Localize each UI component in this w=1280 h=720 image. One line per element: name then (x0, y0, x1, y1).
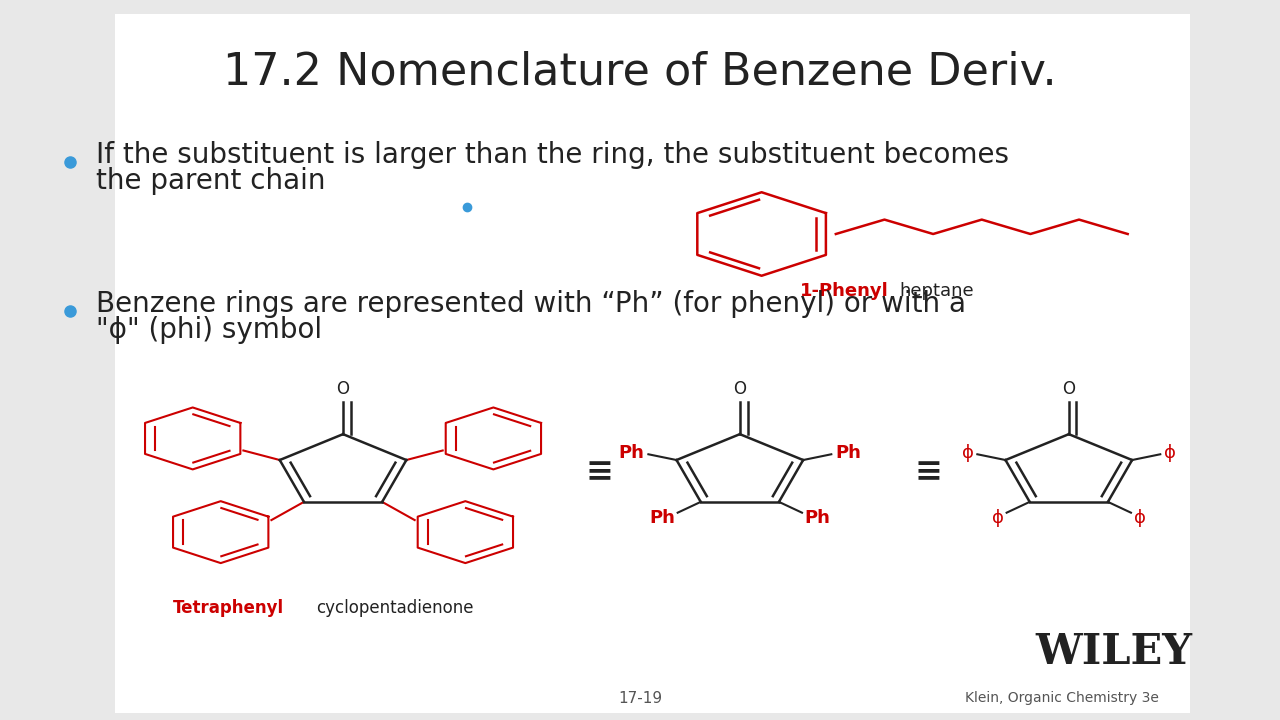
Text: ϕ: ϕ (992, 509, 1004, 527)
Text: the parent chain: the parent chain (96, 168, 325, 195)
Text: O: O (733, 380, 746, 398)
Text: 1-Phenyl: 1-Phenyl (800, 282, 888, 300)
Text: Ph: Ph (618, 444, 645, 462)
Text: Ph: Ph (649, 509, 675, 527)
Text: Tetraphenyl: Tetraphenyl (173, 599, 284, 617)
Text: 17-19: 17-19 (618, 691, 662, 706)
Text: ϕ: ϕ (1164, 444, 1176, 462)
Text: heptane: heptane (900, 282, 974, 300)
Text: 17.2 Nomenclature of Benzene Deriv.: 17.2 Nomenclature of Benzene Deriv. (223, 50, 1057, 94)
Text: Klein, Organic Chemistry 3e: Klein, Organic Chemistry 3e (965, 691, 1160, 706)
Text: If the substituent is larger than the ring, the substituent becomes: If the substituent is larger than the ri… (96, 141, 1009, 168)
Text: Benzene rings are represented with “Ph” (for phenyl) or with a: Benzene rings are represented with “Ph” … (96, 290, 966, 318)
Text: WILEY: WILEY (1036, 631, 1192, 672)
Text: "ϕ" (phi) symbol: "ϕ" (phi) symbol (96, 316, 323, 343)
Text: cyclopentadienone: cyclopentadienone (316, 599, 474, 617)
Text: O: O (1062, 380, 1075, 398)
Text: ≡: ≡ (914, 455, 942, 488)
Text: ϕ: ϕ (1134, 509, 1146, 527)
Text: O: O (337, 380, 349, 398)
Text: ϕ: ϕ (961, 444, 974, 462)
Text: Ph: Ph (835, 444, 861, 462)
Text: Ph: Ph (805, 509, 831, 527)
Text: ≡: ≡ (585, 455, 613, 488)
